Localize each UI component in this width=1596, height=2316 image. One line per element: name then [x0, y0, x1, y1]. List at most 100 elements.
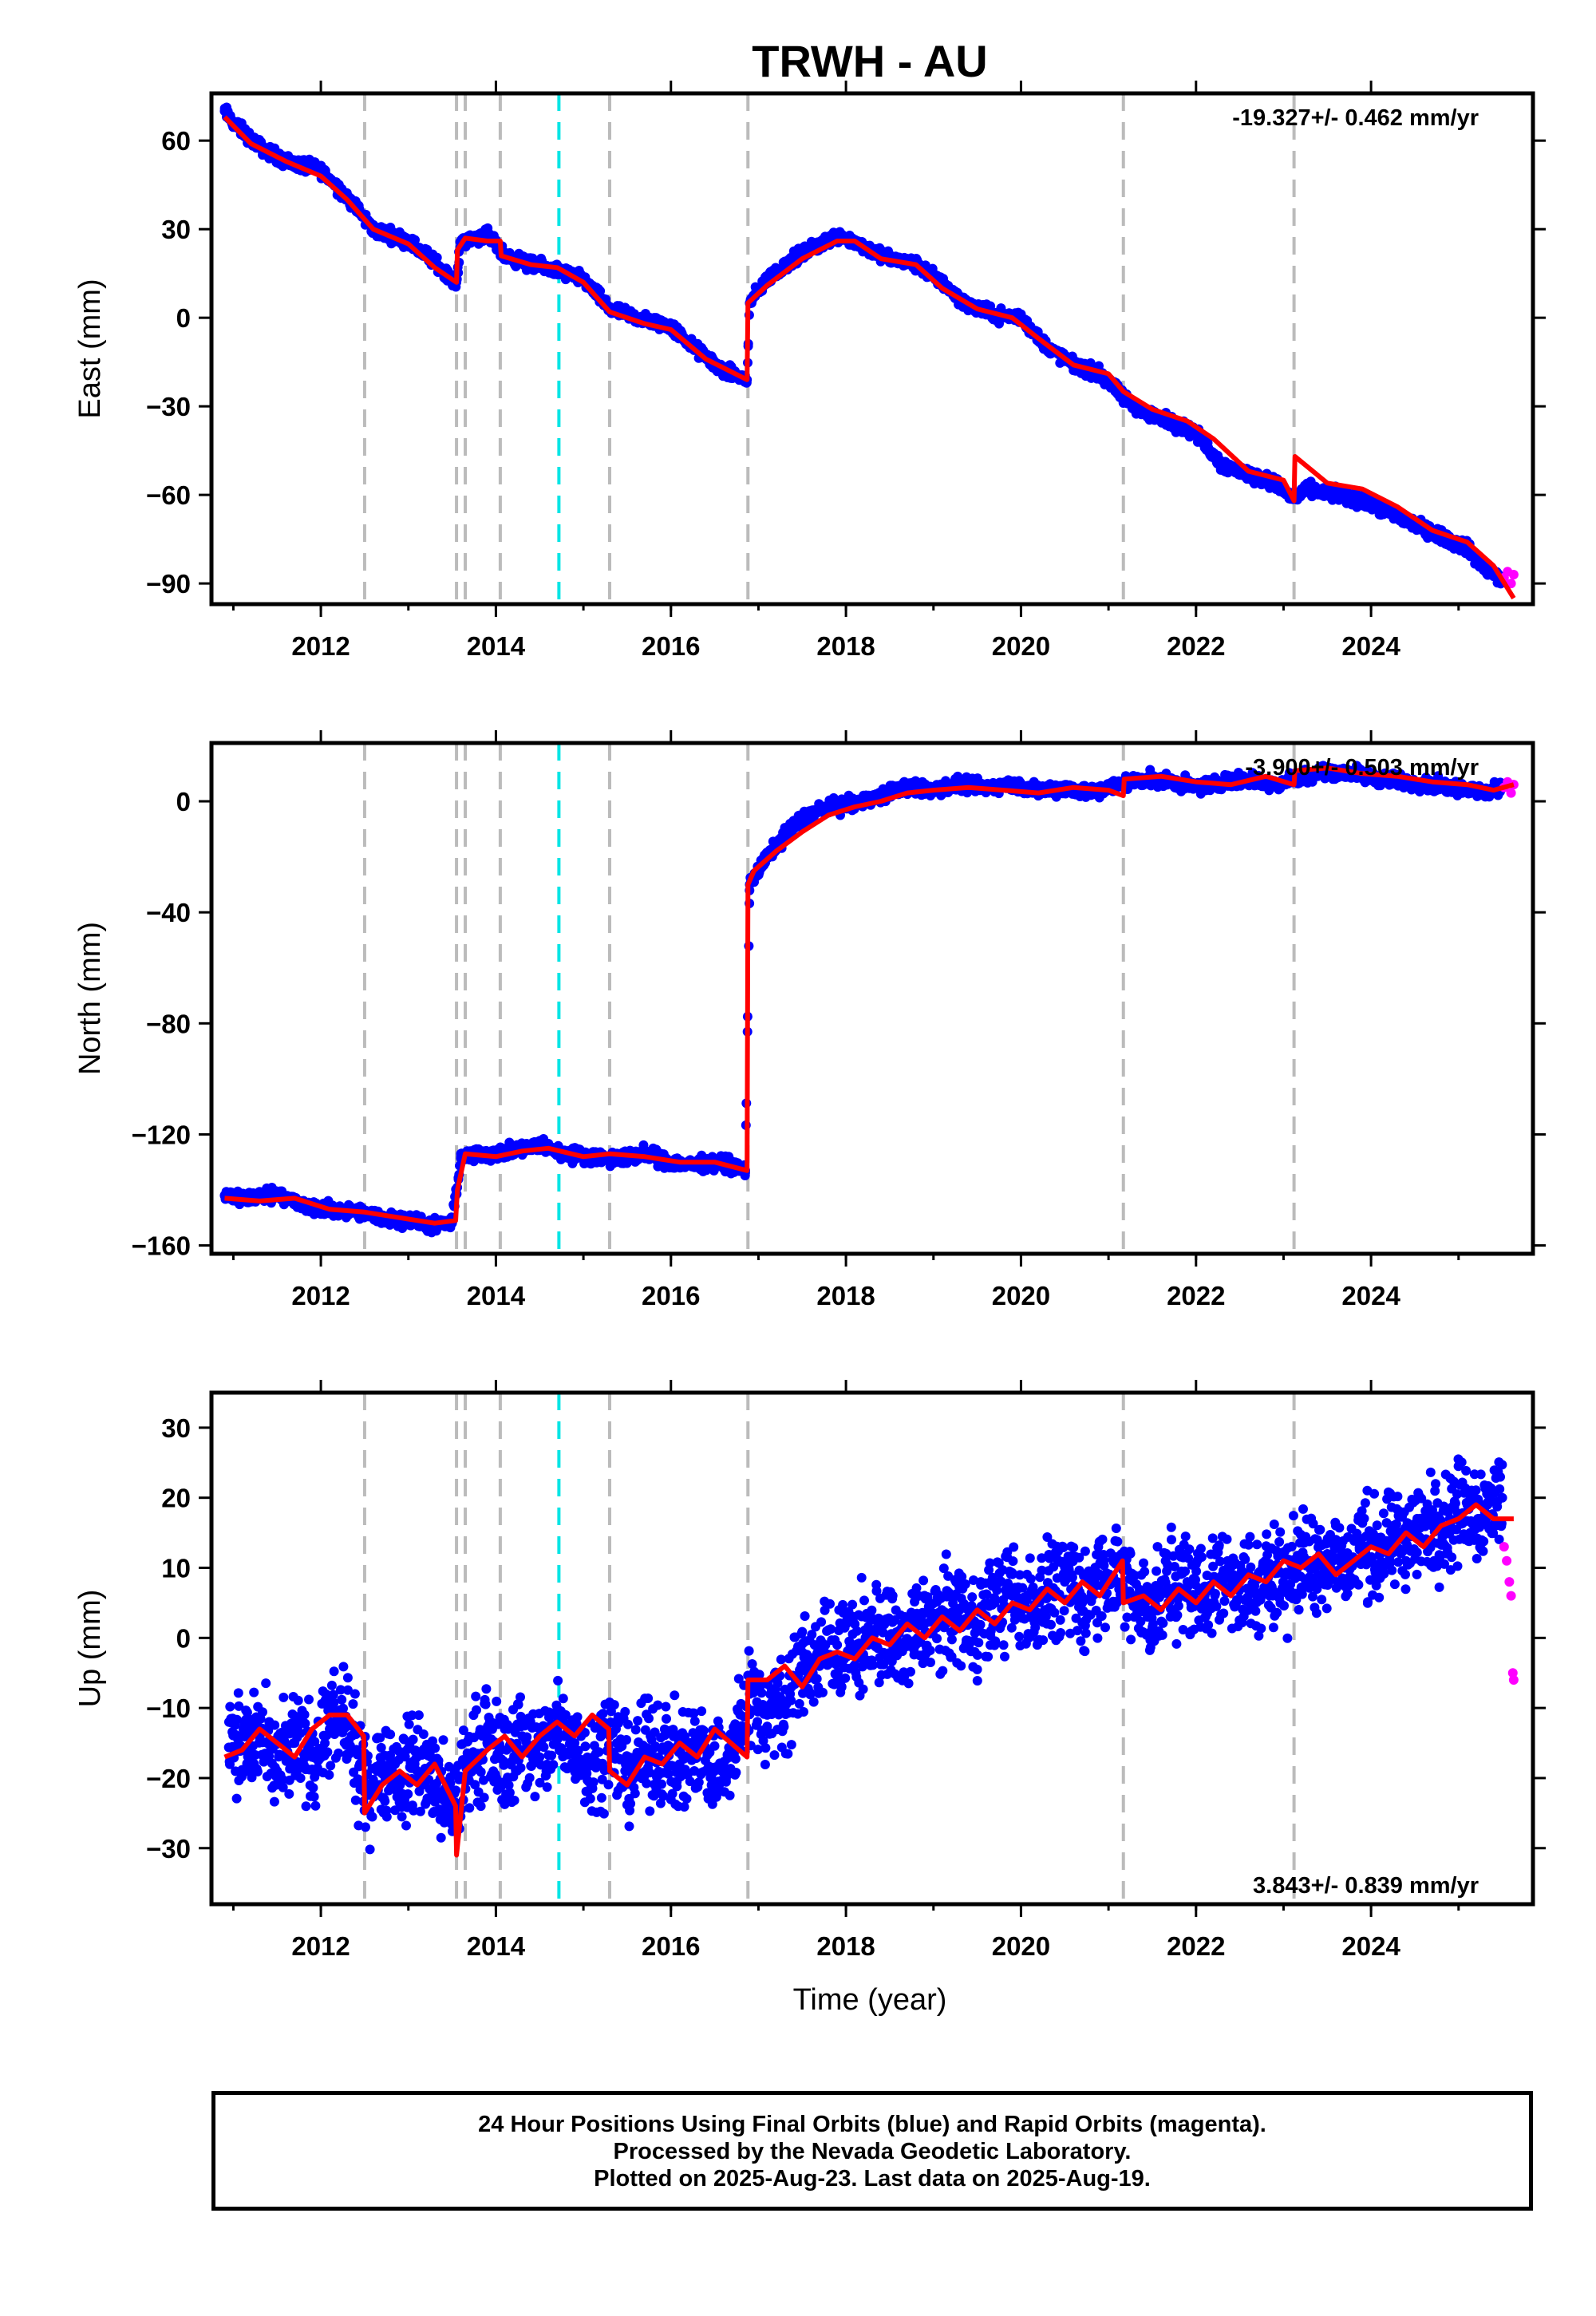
- x-tick-label: 2018: [816, 631, 875, 661]
- rapid-orbit-point: [1506, 788, 1516, 798]
- final-orbit-point: [344, 1749, 354, 1759]
- final-orbit-point: [338, 1703, 348, 1713]
- up-panel: 2012 2014 2016 2018 2020 2022 2024−30−20−10010…: [73, 1380, 1546, 1961]
- final-orbit-point: [249, 1687, 259, 1697]
- x-tick-label: 2018: [816, 1281, 875, 1310]
- east-final-orbit-points: [219, 102, 1507, 589]
- final-orbit-point: [334, 1748, 344, 1758]
- final-orbit-point: [1384, 508, 1394, 518]
- final-orbit-point: [261, 1678, 271, 1689]
- final-orbit-point: [335, 1685, 346, 1695]
- final-orbit-point: [342, 1685, 353, 1695]
- final-orbit-point: [301, 1801, 311, 1812]
- y-tick-label: −30: [146, 392, 191, 421]
- final-orbit-point: [376, 1742, 386, 1753]
- final-orbit-point: [1331, 490, 1341, 500]
- final-orbit-point: [308, 1783, 318, 1793]
- y-tick-label: 0: [176, 303, 191, 333]
- final-orbit-point: [329, 1666, 339, 1677]
- north-panel: 2012 2014 2016 2018 2020 2022 2024−160−120−80−…: [73, 730, 1546, 1310]
- final-orbit-point: [320, 1738, 330, 1749]
- final-orbit-point: [258, 1707, 267, 1717]
- final-orbit-point: [270, 1720, 280, 1730]
- east-model-line: [223, 115, 1516, 600]
- final-orbit-point: [322, 1747, 333, 1757]
- final-orbit-point: [1191, 782, 1201, 792]
- x-tick-label: 2012: [291, 631, 350, 661]
- final-orbit-point: [219, 106, 230, 117]
- final-orbit-point: [385, 1729, 396, 1740]
- y-tick-label: −60: [146, 480, 191, 510]
- final-orbit-point: [310, 1800, 321, 1811]
- north-final-orbit-points: [219, 761, 1507, 1238]
- final-orbit-point: [278, 1774, 287, 1784]
- final-orbit-point: [595, 286, 606, 296]
- east-plot-area: [219, 93, 1519, 604]
- final-orbit-point: [329, 1697, 339, 1708]
- final-orbit-point: [295, 1773, 306, 1783]
- final-orbit-point: [381, 1812, 392, 1822]
- y-tick-label: −160: [132, 1231, 191, 1261]
- final-orbit-point: [797, 812, 808, 823]
- final-orbit-point: [342, 1673, 353, 1683]
- final-orbit-point: [328, 1690, 338, 1700]
- north-rate-label: -3.900+/- 0.503 mm/yr: [1245, 755, 1479, 781]
- final-orbit-point: [836, 230, 847, 240]
- final-orbit-point: [252, 1766, 263, 1777]
- final-orbit-point: [380, 1796, 390, 1806]
- final-orbit-point: [326, 1680, 337, 1690]
- final-orbit-point: [284, 1788, 294, 1799]
- final-orbit-point: [375, 1733, 385, 1743]
- final-orbit-point: [324, 1770, 334, 1780]
- x-tick-label: 2022: [1167, 1281, 1225, 1310]
- x-tick-label: 2020: [992, 1281, 1050, 1310]
- x-tick-label: 2014: [467, 1281, 526, 1310]
- x-tick-label: 2016: [642, 1281, 700, 1310]
- east-y-axis-title: East (mm): [73, 279, 107, 418]
- final-orbit-point: [1217, 460, 1227, 471]
- east-rate-label: -19.327+/- 0.462 mm/yr: [1232, 105, 1479, 131]
- y-tick-label: −40: [146, 898, 191, 927]
- final-orbit-point: [1296, 771, 1306, 781]
- final-orbit-point: [1357, 496, 1368, 506]
- final-orbit-point: [233, 1688, 243, 1698]
- final-orbit-point: [361, 1822, 370, 1832]
- x-tick-label: 2024: [1341, 631, 1400, 661]
- north-y-axis-title: North (mm): [73, 922, 107, 1075]
- final-orbit-point: [231, 1793, 242, 1804]
- final-orbit-point: [1164, 416, 1175, 426]
- x-tick-label: 2024: [1341, 1281, 1400, 1310]
- y-tick-label: −90: [146, 569, 191, 599]
- final-orbit-point: [902, 782, 912, 792]
- final-orbit-point: [278, 1782, 288, 1792]
- up-plot-area: [223, 1393, 1519, 1904]
- final-orbit-point: [350, 1689, 360, 1699]
- final-orbit-point: [1138, 407, 1148, 417]
- north-frame: [209, 741, 1535, 1256]
- final-orbit-point: [1270, 780, 1280, 790]
- final-orbit-point: [1479, 563, 1490, 574]
- final-orbit-point: [780, 829, 790, 840]
- final-orbit-point: [1007, 780, 1017, 790]
- page-title: TRWH - AU: [752, 36, 988, 86]
- final-orbit-point: [310, 1737, 320, 1747]
- final-orbit-point: [225, 1701, 235, 1712]
- final-orbit-point: [824, 802, 834, 812]
- y-tick-label: 60: [161, 126, 191, 156]
- final-orbit-point: [293, 1695, 303, 1705]
- final-orbit-point: [1112, 780, 1123, 790]
- final-orbit-point: [326, 1761, 336, 1771]
- final-orbit-point: [350, 1795, 361, 1805]
- final-orbit-point: [1305, 484, 1315, 494]
- final-orbit-point: [279, 1692, 289, 1702]
- up-final-orbit-points: [223, 1454, 1507, 1855]
- final-orbit-point: [365, 1844, 375, 1855]
- final-orbit-point: [231, 1714, 242, 1725]
- final-orbit-point: [338, 1662, 349, 1672]
- final-orbit-point: [309, 1792, 319, 1802]
- x-tick-label: 2016: [642, 631, 700, 661]
- y-tick-label: −80: [146, 1009, 191, 1038]
- final-orbit-point: [304, 1694, 314, 1705]
- final-orbit-point: [299, 1709, 310, 1720]
